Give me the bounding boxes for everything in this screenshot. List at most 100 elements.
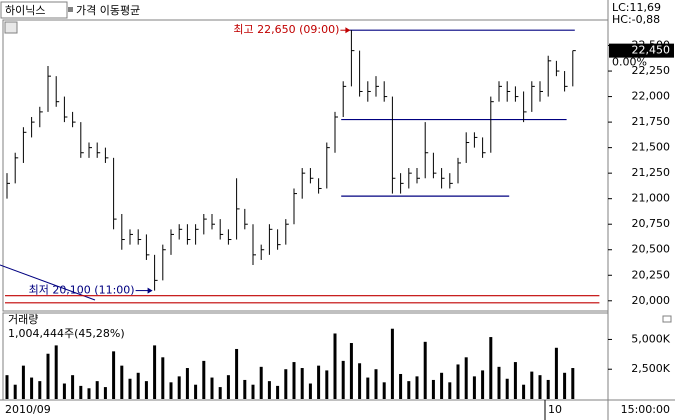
volume-bar bbox=[87, 388, 91, 399]
volume-bar bbox=[71, 375, 75, 399]
y-tick-label: 20,250 bbox=[632, 268, 671, 281]
volume-bar bbox=[489, 337, 493, 399]
panel-icon[interactable] bbox=[4, 21, 18, 34]
high-arrow-head bbox=[345, 27, 351, 34]
volume-bar bbox=[333, 333, 337, 399]
indicator-icon bbox=[68, 7, 73, 12]
indicator-name: 가격 이동평균 bbox=[76, 4, 140, 17]
volume-bar bbox=[431, 379, 435, 399]
volume-bar bbox=[513, 362, 517, 399]
lc-label: LC:11,69 bbox=[612, 1, 661, 14]
last-price-label: 22,450 bbox=[632, 44, 671, 57]
stock-name: 하이닉스 bbox=[5, 3, 45, 17]
hc-label: HC:-0,88 bbox=[612, 13, 660, 26]
volume-bar bbox=[407, 381, 411, 399]
volume-bar bbox=[423, 341, 427, 399]
volume-bar bbox=[136, 372, 140, 399]
volume-bar bbox=[38, 381, 42, 399]
low-note: 최저 20,100 (11:00) bbox=[29, 284, 135, 297]
volume-bar bbox=[415, 376, 419, 399]
x-label: 10 bbox=[548, 403, 562, 416]
volume-bar bbox=[530, 371, 534, 399]
volume-bar bbox=[46, 353, 50, 399]
stock-box[interactable] bbox=[0, 1, 68, 19]
volume-bar bbox=[62, 383, 66, 399]
panel-button[interactable] bbox=[662, 315, 672, 323]
volume-bar bbox=[325, 370, 329, 399]
y-tick-label: 21,750 bbox=[632, 115, 671, 128]
volume-bar bbox=[243, 379, 247, 399]
volume-bar bbox=[267, 381, 271, 399]
volume-bar bbox=[177, 376, 181, 399]
last-price-box bbox=[609, 43, 674, 58]
volume-bar bbox=[13, 384, 17, 399]
volume-bar bbox=[5, 375, 9, 399]
volume-bar bbox=[284, 369, 288, 399]
volume-bar bbox=[399, 373, 403, 399]
volume-bar bbox=[21, 365, 25, 399]
y-tick-label: 20,500 bbox=[632, 243, 671, 256]
volume-bar bbox=[120, 365, 124, 399]
volume-bar bbox=[226, 375, 230, 399]
volume-bar bbox=[292, 362, 296, 399]
volume-bar bbox=[374, 369, 378, 399]
y-tick-label: 21,500 bbox=[632, 141, 671, 154]
volume-tick-label: 5,000K bbox=[631, 332, 670, 345]
volume-bar bbox=[276, 385, 280, 399]
volume-bar bbox=[30, 377, 34, 399]
volume-bar bbox=[103, 387, 107, 399]
y-tick-label: 20,750 bbox=[632, 217, 671, 230]
volume-bar bbox=[464, 357, 468, 399]
volume-bar bbox=[210, 377, 214, 399]
volume-bar bbox=[169, 382, 173, 399]
volume-bar bbox=[448, 382, 452, 399]
volume-bar bbox=[54, 345, 58, 399]
volume-bar bbox=[194, 384, 198, 399]
volume-bar bbox=[79, 385, 83, 399]
volume-bar bbox=[497, 366, 501, 399]
volume-bar bbox=[390, 328, 394, 399]
y-tick-label: 22,000 bbox=[632, 90, 671, 103]
volume-bar bbox=[128, 378, 132, 399]
volume-bar bbox=[358, 363, 362, 399]
volume-bar bbox=[546, 379, 550, 399]
volume-bar bbox=[235, 348, 239, 399]
volume-bar bbox=[563, 372, 567, 399]
volume-note: 1,004,444주(45,28%) bbox=[8, 327, 125, 340]
high-note: 최고 22,650 (09:00) bbox=[233, 23, 339, 36]
volume-bar bbox=[218, 387, 222, 399]
volume-bar bbox=[308, 383, 312, 399]
volume-bar bbox=[144, 381, 148, 399]
volume-bar bbox=[259, 366, 263, 399]
volume-bar bbox=[202, 360, 206, 399]
y-tick-label: 21,000 bbox=[632, 192, 671, 205]
change-label: 0.00% bbox=[612, 56, 647, 69]
volume-bar bbox=[95, 381, 99, 399]
volume-bar bbox=[185, 368, 189, 399]
volume-bar bbox=[456, 364, 460, 399]
volume-bar bbox=[161, 357, 165, 399]
volume-tick-label: 2,500K bbox=[631, 362, 670, 375]
volume-bar bbox=[554, 347, 558, 399]
volume-bar bbox=[153, 345, 157, 399]
volume-bar bbox=[472, 376, 476, 399]
volume-bar bbox=[366, 377, 370, 399]
volume-bar bbox=[112, 351, 116, 399]
volume-bar bbox=[538, 375, 542, 399]
y-tick-label: 21,250 bbox=[632, 166, 671, 179]
volume-bar bbox=[317, 365, 321, 399]
volume-bar bbox=[571, 368, 575, 399]
x-label: 2010/09 bbox=[5, 403, 51, 416]
volume-bar bbox=[505, 378, 509, 399]
volume-bar bbox=[300, 368, 304, 399]
x-label: 15:00:00 bbox=[621, 403, 670, 416]
volume-bar bbox=[481, 370, 485, 399]
volume-bar bbox=[382, 382, 386, 399]
volume-bar bbox=[522, 384, 526, 399]
header bbox=[0, 0, 675, 20]
y-tick-label: 20,000 bbox=[632, 294, 671, 307]
y-tick-label: 22,250 bbox=[632, 64, 671, 77]
volume-bar bbox=[349, 343, 353, 399]
